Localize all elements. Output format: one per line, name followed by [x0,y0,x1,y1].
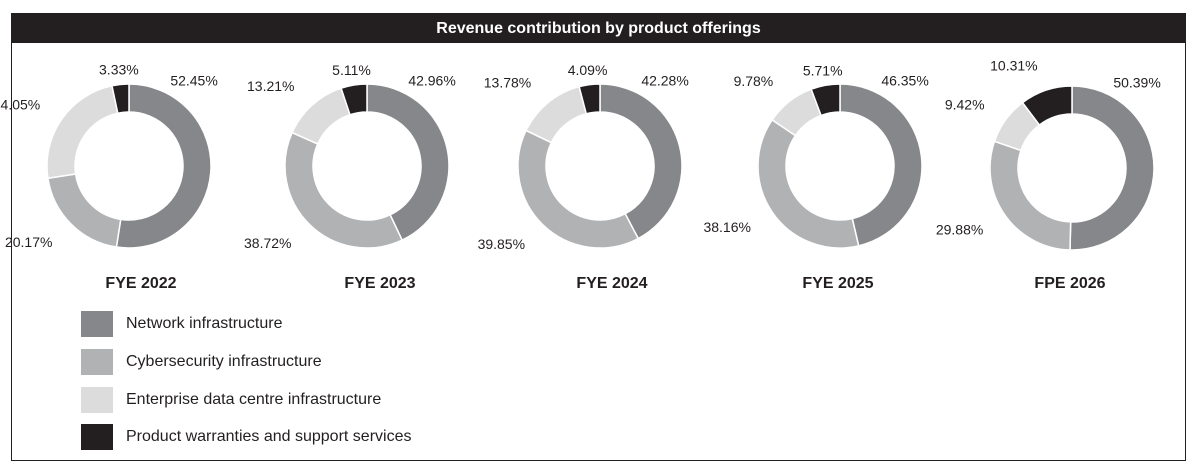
donut-segment [757,118,860,249]
data-label: 52.45% [170,72,217,88]
chart-title: Revenue contribution by product offering… [12,14,1185,43]
donut-segment [291,87,351,145]
donut-segment [284,131,404,249]
legend-label: Product warranties and support services [126,428,412,445]
data-label: 9.78% [734,73,774,89]
donut-segment [115,83,212,249]
donut-segment [366,83,450,242]
donut-title: FPE 2026 [1034,275,1105,292]
donut-segment [525,85,588,144]
donut-title: FYE 2022 [105,275,176,292]
data-label: 50.39% [1113,74,1160,90]
data-label: 24.05% [0,96,40,112]
legend-swatch [81,387,113,413]
data-label: 38.16% [703,219,750,235]
donut-segment [839,83,923,247]
data-label: 10.31% [990,58,1037,74]
chart-frame: Revenue contribution by product offering… [11,13,1186,461]
donut-segment [810,83,841,117]
legend-label: Enterprise data centre infrastructure [126,391,382,408]
donut-segment [1021,85,1073,126]
legend-item-network: Network infrastructure [81,311,283,337]
data-label: 13.21% [247,78,294,94]
donut-segment [111,83,130,115]
donut-segment [340,83,368,116]
data-label: 29.88% [936,222,983,238]
donut-title: FYE 2024 [576,275,647,292]
donut-segment [517,129,640,249]
donut-segment [578,83,601,115]
data-label: 13.78% [484,75,531,91]
data-label: 46.35% [881,72,928,88]
legend-swatch [81,349,113,375]
data-label: 42.28% [641,72,688,88]
data-label: 42.96% [408,72,455,88]
donut-segment [1069,85,1155,251]
legend-item-cybersecurity: Cybersecurity infrastructure [81,349,322,375]
donut-segment [46,84,119,180]
data-label: 20.17% [5,234,52,250]
data-label: 9.42% [945,97,985,113]
data-label: 4.09% [568,62,608,78]
data-label: 5.71% [803,63,843,79]
legend-swatch [81,311,113,337]
legend-swatch [81,424,113,450]
data-label: 38.72% [244,235,291,251]
donut-segment [989,140,1072,251]
legend-item-warranties: Product warranties and support services [81,424,411,450]
donut-title: FYE 2023 [344,275,415,292]
data-label: 39.85% [478,236,525,252]
donut-segment [47,173,122,248]
legend-label: Cybersecurity infrastructure [126,353,322,370]
data-label: 5.11% [332,62,371,78]
donut-segment [599,83,683,240]
legend-item-enterprise: Enterprise data centre infrastructure [81,387,381,413]
data-label: 3.33% [99,62,139,78]
legend-label: Network infrastructure [126,315,283,332]
donut-title: FYE 2025 [802,275,873,292]
